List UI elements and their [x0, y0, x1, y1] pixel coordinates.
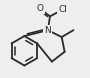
Text: Cl: Cl: [58, 5, 67, 14]
Text: N: N: [45, 26, 51, 35]
Text: O: O: [37, 4, 44, 13]
